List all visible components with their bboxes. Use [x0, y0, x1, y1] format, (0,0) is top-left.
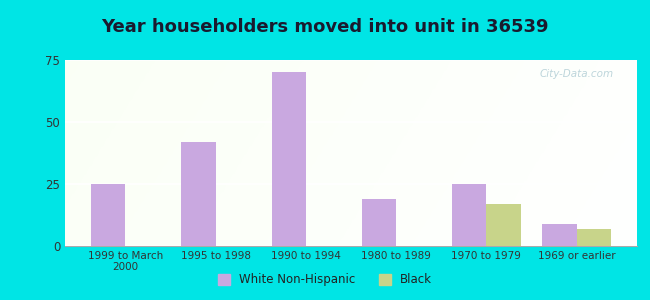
Text: City-Data.com: City-Data.com: [540, 69, 614, 79]
Text: Year householders moved into unit in 36539: Year householders moved into unit in 365…: [101, 18, 549, 36]
Bar: [452, 184, 486, 246]
Bar: [272, 72, 306, 246]
Bar: [542, 224, 577, 246]
Bar: [362, 199, 396, 246]
Bar: [486, 204, 521, 246]
Bar: [91, 184, 125, 246]
Bar: [181, 142, 216, 246]
Bar: [577, 229, 611, 246]
Legend: White Non-Hispanic, Black: White Non-Hispanic, Black: [213, 269, 437, 291]
